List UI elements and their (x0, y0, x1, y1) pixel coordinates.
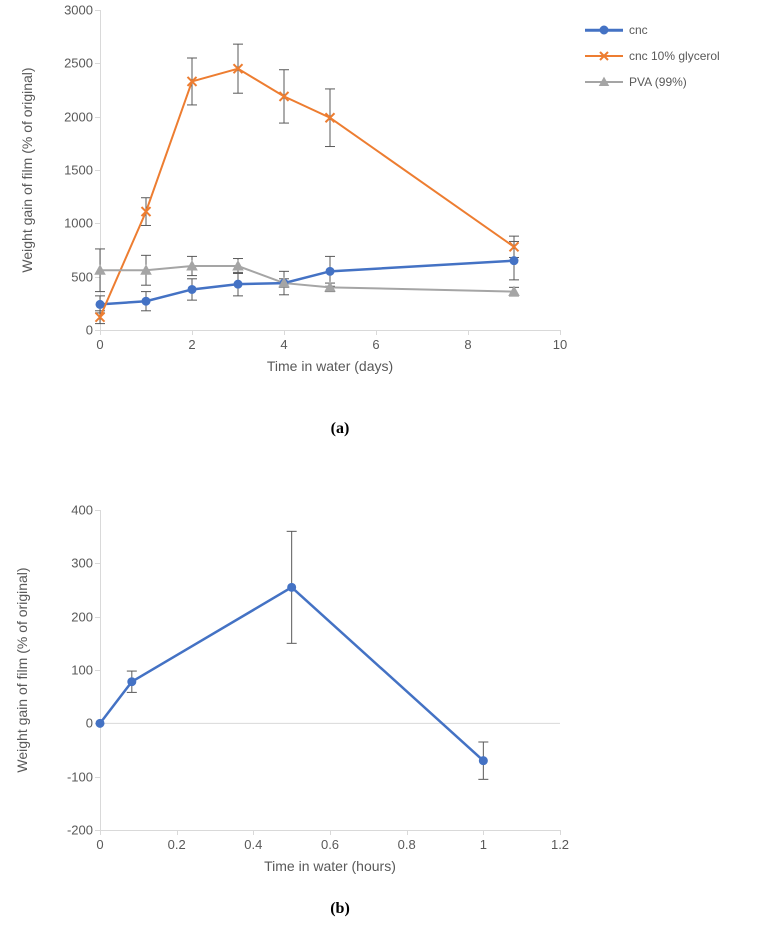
x-tick-label: 4 (280, 337, 287, 352)
y-tick-label: 3000 (55, 3, 93, 18)
x-tick (100, 830, 101, 835)
x-tick (560, 830, 561, 835)
panel_a-caption: (a) (331, 420, 350, 438)
x-tick-label: 0 (96, 837, 103, 852)
y-tick-label: -200 (55, 823, 93, 838)
y-tick-label: 300 (55, 556, 93, 571)
x-tick (483, 830, 484, 835)
x-tick-label: 1 (480, 837, 487, 852)
panel_b-caption: (b) (330, 900, 350, 918)
y-tick-label: 0 (55, 716, 93, 731)
legend-item: cnc 10% glycerol (585, 48, 720, 64)
x-tick (468, 330, 469, 335)
y-tick-label: 400 (55, 503, 93, 518)
x-tick-label: 0.2 (168, 837, 186, 852)
panel_a-svg (100, 10, 560, 330)
x-tick-label: 0.4 (244, 837, 262, 852)
x-tick-label: 0.6 (321, 837, 339, 852)
legend-label: cnc (629, 23, 648, 37)
y-tick-label: 200 (55, 609, 93, 624)
x-tick (100, 330, 101, 335)
y-tick-label: 1000 (55, 216, 93, 231)
x-tick (253, 830, 254, 835)
legend-item: cnc (585, 22, 720, 38)
y-axis-title: Weight gain of film (% of original) (14, 567, 30, 772)
y-tick-label: 1500 (55, 163, 93, 178)
panel_b-svg (100, 510, 560, 830)
x-tick (560, 330, 561, 335)
legend-item: PVA (99%) (585, 74, 720, 90)
x-tick (177, 830, 178, 835)
y-tick-label: 2000 (55, 109, 93, 124)
series-line (100, 266, 514, 292)
x-tick-label: 0.8 (398, 837, 416, 852)
figure-container: 0500100015002000250030000246810Time in w… (0, 0, 768, 940)
x-tick-label: 2 (188, 337, 195, 352)
x-tick-label: 0 (96, 337, 103, 352)
y-axis-title: Weight gain of film (% of original) (19, 67, 35, 272)
x-tick (284, 330, 285, 335)
y-tick-label: 0 (55, 323, 93, 338)
series-line (100, 69, 514, 318)
y-tick-label: 100 (55, 663, 93, 678)
x-tick-label: 1.2 (551, 837, 569, 852)
x-tick (330, 830, 331, 835)
x-tick-label: 6 (372, 337, 379, 352)
series-line (100, 261, 514, 305)
x-axis-title: Time in water (days) (267, 358, 393, 374)
y-tick-label: 500 (55, 269, 93, 284)
x-tick (407, 830, 408, 835)
legend-label: cnc 10% glycerol (629, 49, 720, 63)
x-tick-label: 8 (464, 337, 471, 352)
x-tick-label: 10 (553, 337, 567, 352)
legend-label: PVA (99%) (629, 75, 687, 89)
x-axis-title: Time in water (hours) (264, 858, 396, 874)
x-tick (376, 330, 377, 335)
y-tick-label: 2500 (55, 56, 93, 71)
x-tick (192, 330, 193, 335)
legend: cnc cnc 10% glycerol PVA (99%) (585, 22, 720, 100)
y-tick-label: -100 (55, 769, 93, 784)
